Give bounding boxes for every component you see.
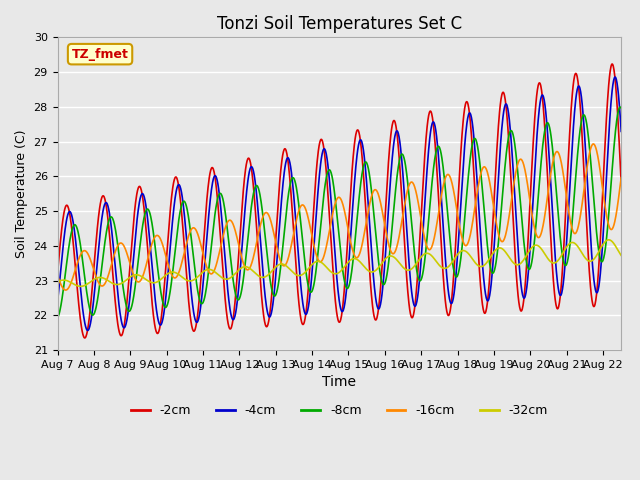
-2cm <box>268 292 276 298</box>
-8cm <box>166 293 173 299</box>
-16cm <box>543 198 551 204</box>
Line: -8cm: -8cm <box>58 107 621 318</box>
-8cm <box>480 205 488 211</box>
-32cm <box>166 270 173 276</box>
-4cm <box>54 299 61 305</box>
-2cm <box>217 235 225 241</box>
-16cm <box>618 175 625 180</box>
Title: Tonzi Soil Temperatures Set C: Tonzi Soil Temperatures Set C <box>217 15 462 33</box>
-4cm <box>217 203 225 208</box>
-16cm <box>62 287 70 293</box>
-4cm <box>156 321 163 326</box>
-16cm <box>166 267 173 273</box>
-32cm <box>54 279 61 285</box>
-16cm <box>481 164 488 170</box>
-8cm <box>268 285 275 290</box>
-2cm <box>481 310 488 316</box>
-8cm <box>54 315 61 321</box>
-8cm <box>543 121 550 127</box>
-8cm <box>216 191 224 196</box>
-2cm <box>166 213 173 219</box>
-16cm <box>217 244 225 250</box>
-2cm <box>543 162 551 168</box>
-8cm <box>155 274 163 280</box>
Line: -2cm: -2cm <box>58 64 621 338</box>
-4cm <box>268 309 276 314</box>
-16cm <box>54 273 61 279</box>
Legend: -2cm, -4cm, -8cm, -16cm, -32cm: -2cm, -4cm, -8cm, -16cm, -32cm <box>126 399 553 422</box>
Line: -4cm: -4cm <box>58 77 621 330</box>
-4cm <box>481 282 488 288</box>
-4cm <box>543 121 551 127</box>
-32cm <box>217 274 225 279</box>
-32cm <box>605 237 612 243</box>
-8cm <box>618 105 625 111</box>
-32cm <box>77 284 84 289</box>
-32cm <box>268 268 276 274</box>
-8cm <box>616 104 624 110</box>
Line: -32cm: -32cm <box>58 240 621 287</box>
-2cm <box>156 328 163 334</box>
-16cm <box>268 221 276 227</box>
-32cm <box>543 254 551 260</box>
-32cm <box>481 262 488 268</box>
-2cm <box>618 180 625 186</box>
Text: TZ_fmet: TZ_fmet <box>72 48 129 60</box>
-32cm <box>618 252 625 258</box>
-2cm <box>81 335 89 341</box>
-16cm <box>156 234 163 240</box>
X-axis label: Time: Time <box>323 375 356 389</box>
Line: -16cm: -16cm <box>58 144 621 290</box>
-32cm <box>156 278 163 284</box>
-4cm <box>84 327 92 333</box>
-4cm <box>611 74 619 80</box>
-2cm <box>54 271 61 276</box>
-2cm <box>608 61 616 67</box>
-16cm <box>589 141 597 147</box>
-4cm <box>166 251 173 256</box>
-4cm <box>618 129 625 134</box>
Y-axis label: Soil Temperature (C): Soil Temperature (C) <box>15 130 28 258</box>
